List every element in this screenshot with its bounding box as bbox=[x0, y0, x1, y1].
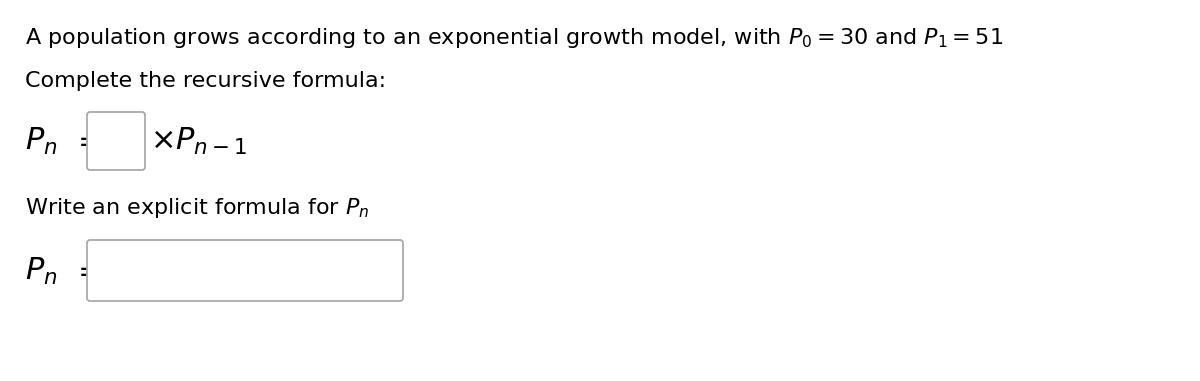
Text: Complete the recursive formula:: Complete the recursive formula: bbox=[25, 71, 386, 91]
Text: $P_n$: $P_n$ bbox=[25, 255, 58, 287]
FancyBboxPatch shape bbox=[88, 112, 145, 170]
Text: $=$: $=$ bbox=[72, 126, 102, 155]
Text: Write an explicit formula for $P_n$: Write an explicit formula for $P_n$ bbox=[25, 196, 370, 220]
FancyBboxPatch shape bbox=[88, 240, 403, 301]
Text: $\times P_{n-1}$: $\times P_{n-1}$ bbox=[150, 125, 247, 157]
Text: $=$: $=$ bbox=[72, 256, 102, 285]
Text: A population grows according to an exponential growth model, with $P_0 = 30$ and: A population grows according to an expon… bbox=[25, 26, 1003, 50]
Text: $P_n$: $P_n$ bbox=[25, 125, 58, 157]
